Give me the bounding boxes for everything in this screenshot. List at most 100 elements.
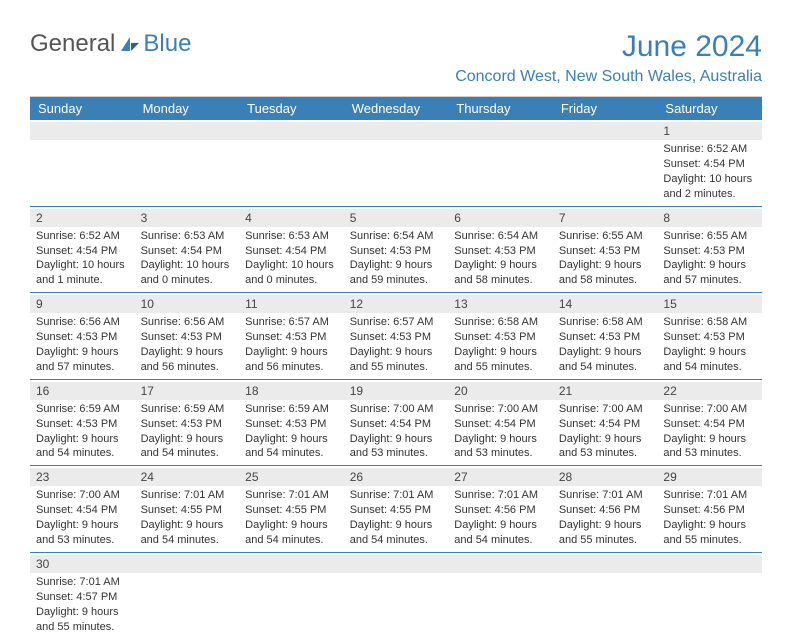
day-info-line: Sunset: 4:53 PM (141, 417, 234, 432)
day-info-line: Sunset: 4:53 PM (454, 244, 547, 259)
day-info-line: Daylight: 9 hours (559, 432, 652, 447)
calendar-week: 2Sunrise: 6:52 AMSunset: 4:54 PMDaylight… (30, 207, 762, 294)
day-number: 15 (657, 295, 762, 313)
day-info-line: Sunset: 4:54 PM (36, 503, 129, 518)
day-info-line: Sunset: 4:54 PM (454, 417, 547, 432)
day-info-line: Daylight: 9 hours (350, 518, 443, 533)
day-info-line: Sunset: 4:53 PM (663, 244, 756, 259)
day-info-line: Sunrise: 6:57 AM (350, 315, 443, 330)
day-number: 2 (30, 209, 135, 227)
day-number: 7 (553, 209, 658, 227)
day-info-line: and 54 minutes. (454, 533, 547, 548)
calendar: SundayMondayTuesdayWednesdayThursdayFrid… (30, 96, 762, 638)
day-info-line: Daylight: 9 hours (454, 345, 547, 360)
day-number: 8 (657, 209, 762, 227)
day-info-line: and 1 minute. (36, 273, 129, 288)
calendar-week: 23 Sunrise: 7:00 AMSunset: 4:54 PM Dayligh… (30, 466, 762, 553)
day-info-line: Daylight: 9 hours (141, 432, 234, 447)
day-info-line: Daylight: 9 hours (559, 345, 652, 360)
day-info-line: and 54 minutes. (141, 533, 234, 548)
day-info-line: Sunrise: 7:01 AM (141, 488, 234, 503)
day-info-line: Sunrise: 6:54 AM (350, 229, 443, 244)
day-info-line: and 53 minutes. (559, 446, 652, 461)
day-number: 1 (657, 122, 762, 140)
day-info-line: Sunrise: 6:58 AM (559, 315, 652, 330)
day-info-line: and 54 minutes. (36, 446, 129, 461)
calendar-day: 4Sunrise: 6:53 AMSunset: 4:54 PMDaylight… (239, 207, 344, 293)
day-info-line: Daylight: 10 hours (141, 258, 234, 273)
day-number: 13 (448, 295, 553, 313)
calendar-day: 13Sunrise: 6:58 AMSunset: 4:53 PMDayligh… (448, 293, 553, 379)
brand-text-2: Blue (143, 30, 191, 58)
day-info-line: and 57 minutes. (663, 273, 756, 288)
day-info-line: Sunrise: 7:00 AM (454, 402, 547, 417)
day-number (344, 122, 449, 140)
day-info-line: Sunrise: 7:00 AM (663, 402, 756, 417)
day-info-line: Sunrise: 7:01 AM (454, 488, 547, 503)
day-info-line: Daylight: 9 hours (36, 432, 129, 447)
day-info-line: Sunset: 4:56 PM (559, 503, 652, 518)
day-info-line: Daylight: 9 hours (350, 432, 443, 447)
day-info-line: Daylight: 9 hours (663, 518, 756, 533)
day-info-line: Sunset: 4:55 PM (350, 503, 443, 518)
calendar-day: 5Sunrise: 6:54 AMSunset: 4:53 PMDaylight… (344, 207, 449, 293)
day-number: 5 (344, 209, 449, 227)
calendar-day-empty (448, 553, 553, 638)
calendar-day: 29Sunrise: 7:01 AMSunset: 4:56 PMDayligh… (657, 466, 762, 552)
day-info-line: Sunrise: 7:01 AM (245, 488, 338, 503)
day-number: 9 (30, 295, 135, 313)
calendar-day: 2Sunrise: 6:52 AMSunset: 4:54 PMDaylight… (30, 207, 135, 293)
day-info-line: Daylight: 9 hours (663, 345, 756, 360)
day-info-line: Sunrise: 6:53 AM (245, 229, 338, 244)
day-number (553, 122, 658, 140)
day-number (30, 122, 135, 140)
day-info-line: Daylight: 9 hours (141, 518, 234, 533)
day-number (344, 555, 449, 573)
day-info-line: Daylight: 9 hours (454, 258, 547, 273)
day-info-line: Sunrise: 7:00 AM (36, 488, 129, 503)
day-info-line: Daylight: 9 hours (454, 432, 547, 447)
weekday-label: Saturday (657, 97, 762, 120)
calendar-day-empty (344, 553, 449, 638)
calendar-week: 30Sunrise: 7:01 AMSunset: 4:57 PMDayligh… (30, 553, 762, 638)
day-number (448, 555, 553, 573)
day-info-line: Sunrise: 7:01 AM (36, 575, 129, 590)
day-info-line: Sunrise: 6:55 AM (559, 229, 652, 244)
day-info-line: Sunrise: 6:52 AM (36, 229, 129, 244)
day-number: 11 (239, 295, 344, 313)
day-number: 6 (448, 209, 553, 227)
calendar-day: 25Sunrise: 7:01 AMSunset: 4:55 PMDayligh… (239, 466, 344, 552)
day-number: 10 (135, 295, 240, 313)
day-info-line: Sunset: 4:55 PM (141, 503, 234, 518)
location-text: Concord West, New South Wales, Australia (455, 68, 762, 86)
day-info-line: and 53 minutes. (663, 446, 756, 461)
day-info-line: Sunset: 4:54 PM (663, 157, 756, 172)
day-info-line: Sunset: 4:53 PM (36, 417, 129, 432)
calendar-day-empty (239, 553, 344, 638)
calendar-day: 20Sunrise: 7:00 AMSunset: 4:54 PMDayligh… (448, 380, 553, 466)
day-number: 23 (30, 468, 135, 486)
day-info-line: and 56 minutes. (141, 360, 234, 375)
calendar-day-empty (30, 120, 135, 206)
day-info-line: Sunset: 4:53 PM (559, 330, 652, 345)
day-number (239, 122, 344, 140)
day-info-line: and 58 minutes. (454, 273, 547, 288)
day-info-line: Sunrise: 7:01 AM (559, 488, 652, 503)
day-info-line: Sunrise: 6:56 AM (141, 315, 234, 330)
day-info-line: Sunrise: 6:59 AM (36, 402, 129, 417)
brand-logo: General Blue (30, 30, 191, 58)
day-number: 26 (344, 468, 449, 486)
calendar-day: 28Sunrise: 7:01 AMSunset: 4:56 PMDayligh… (553, 466, 658, 552)
day-info-line: and 55 minutes. (36, 620, 129, 635)
day-info-line: Sunset: 4:53 PM (245, 330, 338, 345)
day-info-line: Sunset: 4:54 PM (559, 417, 652, 432)
day-info-line: Sunset: 4:56 PM (663, 503, 756, 518)
day-number (448, 122, 553, 140)
day-info-line: and 54 minutes. (245, 533, 338, 548)
calendar-day-empty (553, 120, 658, 206)
day-info-line: and 58 minutes. (559, 273, 652, 288)
day-number: 3 (135, 209, 240, 227)
day-info-line: Sunset: 4:53 PM (454, 330, 547, 345)
day-info-line: Sunset: 4:53 PM (559, 244, 652, 259)
calendar-day: 21Sunrise: 7:00 AMSunset: 4:54 PMDayligh… (553, 380, 658, 466)
